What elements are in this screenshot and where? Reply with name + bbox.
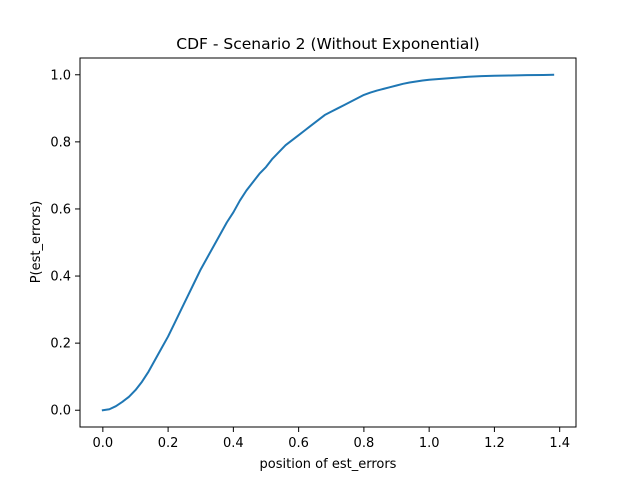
- y-axis-ticks: 0.0 0.2 0.4 0.6 0.8 1.0: [50, 68, 80, 419]
- y-tick-label: 0.0: [50, 404, 71, 419]
- x-tick-label: 0.2: [158, 436, 179, 451]
- x-tick-label: 1.0: [419, 436, 440, 451]
- x-axis-ticks: 0.0 0.2 0.4 0.6 0.8 1.0 1.2 1.4: [92, 427, 570, 451]
- y-tick-label: 0.4: [50, 270, 71, 285]
- y-tick-label: 0.8: [50, 135, 71, 150]
- y-axis-label: P(est_errors): [29, 201, 44, 284]
- y-tick-label: 0.6: [50, 202, 71, 217]
- series-layer: [101, 73, 555, 412]
- cdf-series-line: [101, 73, 555, 412]
- x-tick-label: 0.0: [92, 436, 113, 451]
- axes-frame: [79, 57, 577, 428]
- x-tick-label: 1.2: [484, 436, 505, 451]
- plot-area: [79, 57, 577, 428]
- x-tick-label: 1.4: [549, 436, 570, 451]
- x-axis-label: position of est_errors: [260, 457, 397, 472]
- x-tick-label: 0.4: [223, 436, 244, 451]
- x-tick-label: 0.6: [288, 436, 309, 451]
- x-tick-label: 0.8: [354, 436, 375, 451]
- chart-title: CDF - Scenario 2 (Without Exponential): [176, 35, 479, 53]
- y-tick-label: 1.0: [50, 68, 71, 83]
- y-tick-label: 0.2: [50, 337, 71, 352]
